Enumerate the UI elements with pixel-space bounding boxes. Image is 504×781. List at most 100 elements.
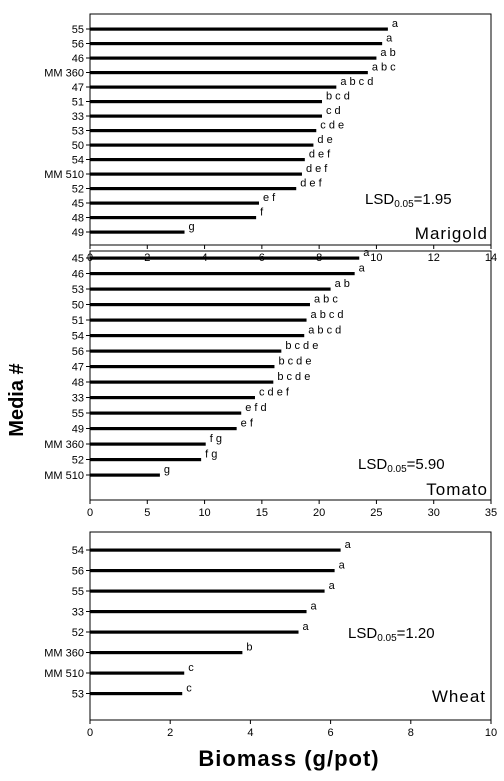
x-tick-label: 25 — [370, 507, 382, 519]
bar — [90, 349, 282, 353]
wheat-frame — [89, 531, 492, 721]
significance-letter: c — [188, 662, 194, 674]
significance-letter: f g — [205, 449, 217, 461]
x-tick-label: 15 — [256, 507, 268, 519]
bar — [90, 230, 185, 234]
bar — [90, 256, 360, 260]
bar — [90, 158, 305, 162]
significance-letter: e f — [263, 192, 276, 204]
lsd-annotation: LSD0.05=1.95 — [365, 191, 452, 210]
significance-letter: b c d e — [277, 371, 310, 383]
category-label: 52 — [72, 184, 84, 196]
category-label: 45 — [72, 253, 84, 265]
significance-letter: a b c d — [311, 309, 344, 321]
significance-letter: f — [260, 207, 264, 219]
x-tick-label: 20 — [313, 507, 325, 519]
category-label: 47 — [72, 362, 84, 374]
bar — [90, 692, 183, 696]
bar — [90, 473, 160, 477]
significance-letter: a b — [335, 278, 350, 290]
bar — [90, 458, 202, 462]
significance-letter: a — [329, 580, 336, 592]
significance-letter: b — [246, 642, 252, 654]
category-label: 53 — [72, 284, 84, 296]
bar — [90, 27, 388, 31]
significance-letter: d e f — [306, 163, 328, 175]
bar — [90, 396, 255, 400]
significance-letter: a — [386, 33, 393, 45]
category-label: 56 — [72, 566, 84, 578]
bar — [90, 651, 243, 655]
marigold-panel: 55 a 56 a 46 a b MM 360 a b c 47 a b c d 51 b c d 33… — [44, 13, 497, 264]
significance-letter: a — [303, 621, 310, 633]
category-label: 54 — [72, 545, 84, 557]
significance-letter: a — [345, 539, 352, 551]
significance-letter: a — [359, 263, 366, 275]
significance-letter: c — [186, 683, 192, 695]
significance-letter: a — [311, 601, 318, 613]
significance-letter: e f d — [245, 402, 266, 414]
bar — [90, 365, 275, 369]
significance-letter: d e f — [309, 149, 331, 161]
bar — [90, 303, 310, 307]
bar — [90, 671, 185, 675]
category-label: 53 — [72, 126, 84, 138]
significance-letter: b c d e — [278, 356, 311, 368]
lsd-annotation: LSD0.05=5.90 — [358, 456, 445, 475]
category-label: 48 — [72, 213, 84, 225]
significance-letter: a — [363, 247, 370, 259]
significance-letter: b c d e — [285, 340, 318, 352]
bar — [90, 318, 307, 322]
tomato-panel: 45 a46 a53 a b50 a b c51 a b c d54 a b c d56 b … — [44, 247, 497, 519]
x-axis-title: Biomass (g/pot) — [198, 746, 380, 771]
category-label: MM 360 — [44, 648, 84, 660]
bar — [90, 187, 297, 191]
bar — [90, 334, 305, 338]
significance-letter: g — [164, 464, 170, 476]
y-axis-title: Media # — [6, 363, 28, 437]
bar — [90, 172, 302, 176]
category-label: 55 — [72, 408, 84, 420]
bar — [90, 630, 299, 634]
category-label: 45 — [72, 198, 84, 210]
category-label: 55 — [72, 24, 84, 36]
category-label: MM 360 — [44, 439, 84, 451]
x-tick-label: 10 — [370, 252, 382, 264]
significance-letter: d e — [317, 134, 332, 146]
bar — [90, 427, 237, 431]
category-label: 56 — [72, 346, 84, 358]
bar — [90, 610, 307, 614]
category-label: MM 360 — [44, 68, 84, 80]
bar — [90, 56, 377, 60]
bar — [90, 71, 368, 75]
category-label: 49 — [72, 227, 84, 239]
tomato-label: Tomato — [426, 480, 488, 499]
category-label: 50 — [72, 300, 84, 312]
significance-letter: c d e — [320, 120, 344, 132]
significance-letter: c d e f — [259, 387, 290, 399]
significance-letter: a b c d — [340, 76, 373, 88]
bar — [90, 42, 383, 46]
wheat-label: Wheat — [432, 687, 486, 706]
category-label: 47 — [72, 82, 84, 94]
category-label: 33 — [72, 607, 84, 619]
bar — [90, 380, 274, 384]
x-tick-label: 0 — [87, 727, 93, 739]
bar — [90, 85, 337, 89]
significance-letter: g — [189, 221, 195, 233]
x-tick-label: 10 — [485, 727, 497, 739]
bar — [90, 272, 355, 276]
x-tick-label: 4 — [247, 727, 253, 739]
category-label: 49 — [72, 424, 84, 436]
x-tick-label: 35 — [485, 507, 497, 519]
category-label: 33 — [72, 393, 84, 405]
x-tick-label: 5 — [144, 507, 150, 519]
bar — [90, 201, 259, 205]
wheat-panel: 54 a 56 a 55 a 33 a 52 a MM 360 b MM 510 c 53 c 0 2 4 6 8 10 L… — [44, 531, 497, 739]
significance-letter: a — [392, 18, 399, 30]
x-tick-label: 10 — [198, 507, 210, 519]
bar — [90, 114, 323, 118]
x-tick-label: 0 — [87, 507, 93, 519]
category-label: MM 510 — [44, 169, 84, 181]
